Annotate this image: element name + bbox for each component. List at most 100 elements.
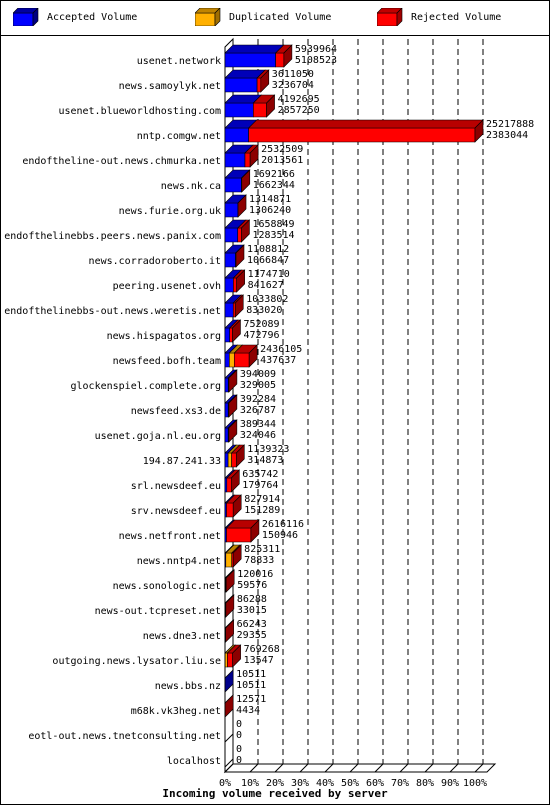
bar-side [241, 219, 250, 243]
accepted-value-label: 326787 [240, 405, 276, 416]
bar-side [266, 94, 275, 118]
bar-segment [226, 477, 232, 493]
accepted-value-label: 78833 [244, 555, 274, 566]
bar-segment [226, 502, 234, 518]
accepted-value-label: 151289 [244, 505, 280, 516]
x-tick-label: 10% [241, 778, 259, 789]
accepted-value-label: 324046 [240, 430, 276, 441]
bar-segment [224, 277, 234, 293]
bar-segment [233, 277, 237, 293]
category-label: news.hispagatos.org [107, 331, 221, 342]
category-label: usenet.network [137, 56, 221, 67]
category-label: nntp.comgw.net [137, 131, 221, 142]
x-axis-title: Incoming volume received by server [162, 787, 388, 800]
total-value-label: 4192695 [278, 94, 320, 105]
total-value-label: 752089 [243, 319, 279, 330]
bar-segment [275, 52, 285, 68]
accepted-value-label: 1306240 [249, 205, 291, 216]
total-value-label: 120016 [237, 569, 273, 580]
accepted-value-label: 1283514 [252, 230, 294, 241]
bar-side [225, 594, 235, 618]
category-label: news.samoylyk.net [119, 81, 221, 92]
category-label: localhost [167, 756, 221, 767]
accepted-value-label: 2383044 [486, 130, 528, 141]
bar-side [228, 394, 238, 418]
bar-segment [224, 252, 236, 268]
bar-segment [229, 352, 235, 368]
bar-segment [244, 152, 251, 168]
tick-mark [424, 763, 434, 773]
bar-side [232, 644, 241, 668]
total-value-label: 12571 [236, 694, 266, 705]
accepted-value-label: 1066847 [247, 255, 289, 266]
total-value-label: 0 [236, 744, 242, 755]
bar-segment [227, 652, 233, 668]
category-label: 194.87.241.33 [143, 456, 221, 467]
legend-label-duplicated: Duplicated Volume [229, 12, 332, 23]
bar-segment-top [224, 44, 285, 54]
bar-segment [253, 102, 267, 118]
category-label: endofthelinebbs-out.news.weretis.net [4, 306, 221, 317]
bar-side [241, 169, 251, 193]
bar-segment [224, 452, 229, 468]
bar-segment [224, 652, 228, 668]
accepted-value-label: 179764 [242, 480, 278, 491]
bar-side [237, 194, 247, 218]
tick-mark [299, 763, 309, 773]
bar-side [232, 319, 241, 343]
category-label: news.furie.org.uk [119, 206, 221, 217]
bar-side [474, 119, 484, 143]
category-label: newsfeed.bofh.team [113, 356, 221, 367]
legend: Accepted Volume Duplicated Volume Reject… [1, 1, 549, 36]
bar-side [235, 244, 245, 268]
bar-side [249, 144, 259, 168]
accepted-value-label: 841627 [248, 280, 284, 291]
category-label: glockenspiel.complete.org [70, 381, 221, 392]
total-value-label: 25217888 [486, 119, 534, 130]
tick-mark [349, 763, 359, 773]
accepted-value-label: 2857250 [278, 105, 320, 116]
bar-side [228, 419, 238, 443]
bar-side [225, 569, 235, 593]
x-tick-label: 50% [341, 778, 359, 789]
bar-segment [227, 452, 232, 468]
legend-swatch-accepted [13, 8, 39, 26]
bar-segment [248, 127, 476, 143]
accepted-value-label: 437637 [260, 355, 296, 366]
total-value-label: 3611050 [272, 69, 314, 80]
bar-segment [224, 402, 229, 418]
legend-swatch-rejected [377, 8, 403, 26]
bar-segment [224, 77, 258, 93]
accepted-value-label: 314873 [247, 455, 283, 466]
total-value-label: 389344 [240, 419, 276, 430]
accepted-value-label: 833020 [246, 305, 282, 316]
accepted-value-label: 3236704 [272, 80, 314, 91]
bar-side [248, 344, 258, 368]
x-tick-label: 60% [366, 778, 384, 789]
tick-mark [274, 763, 284, 773]
category-label: news-out.tcpreset.net [95, 606, 221, 617]
tick-mark [224, 763, 234, 773]
bar-segment [233, 352, 250, 368]
bar-segment [224, 327, 230, 343]
category-label: news.nk.ca [161, 181, 221, 192]
total-value-label: 2532509 [261, 144, 303, 155]
tick-mark [399, 763, 409, 773]
bar-side [260, 69, 270, 93]
accepted-value-label: 4434 [236, 705, 260, 716]
accepted-value-label: 329005 [240, 380, 276, 391]
bar-segment [231, 452, 237, 468]
bar-segment [224, 52, 276, 68]
bar-side [228, 369, 238, 393]
category-label: news.corradoroberto.it [89, 256, 221, 267]
bar-side [224, 669, 234, 693]
bar-side [236, 269, 245, 293]
x-tick-label: 0% [219, 778, 231, 789]
legend-label-accepted: Accepted Volume [47, 12, 138, 23]
category-label: endofthelinebbs.peers.news.panix.com [4, 231, 221, 242]
bar-segment [225, 552, 233, 568]
category-label: news.sonologic.net [113, 581, 221, 592]
category-label: news.nntp4.net [137, 556, 221, 567]
